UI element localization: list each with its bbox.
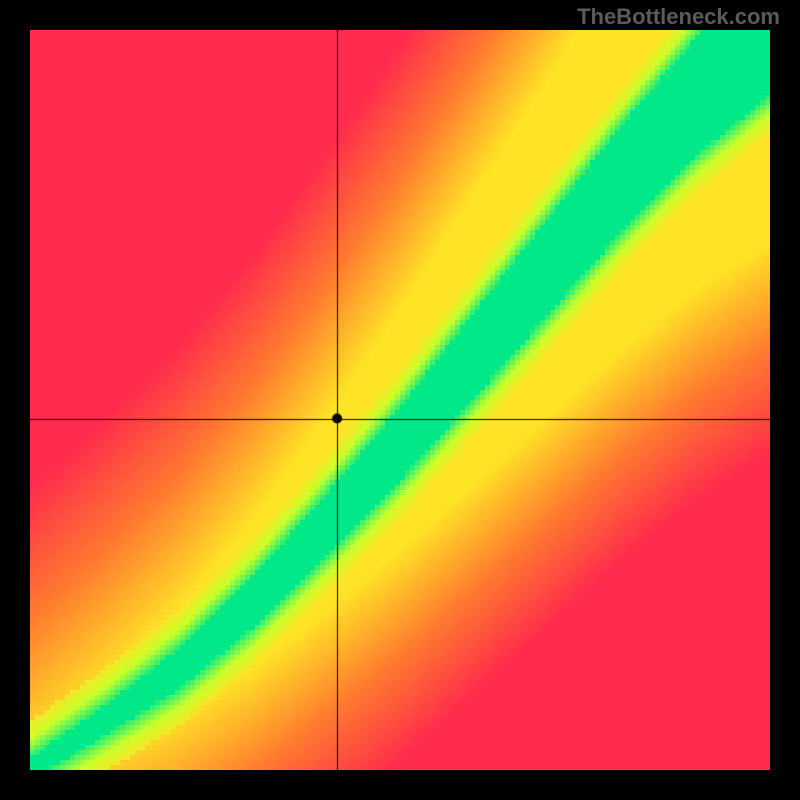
- bottleneck-heatmap: [30, 30, 770, 770]
- watermark-text: TheBottleneck.com: [577, 4, 780, 30]
- chart-container: { "watermark": { "text": "TheBottleneck.…: [0, 0, 800, 800]
